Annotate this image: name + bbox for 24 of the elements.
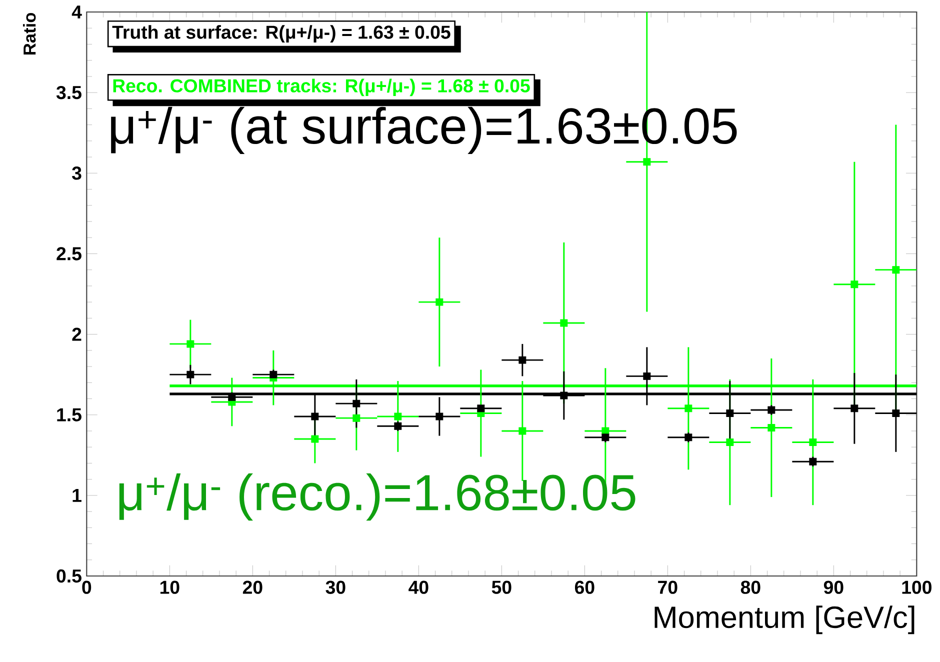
x-tick-label: 30 bbox=[326, 580, 346, 594]
x-tick-label: 90 bbox=[824, 580, 844, 594]
y-tick-label: 3 bbox=[72, 166, 82, 180]
x-tick-label: 20 bbox=[242, 580, 262, 594]
y-tick-label: 0.5 bbox=[56, 569, 82, 583]
y-tick-label: 4 bbox=[72, 6, 82, 18]
text: Reco. COMBINED tracks: R(μ+/μ-) = 1.68 ± 0.05 bbox=[113, 78, 530, 96]
x-tick-label: 60 bbox=[574, 580, 594, 594]
y-tick-label: 2 bbox=[72, 328, 82, 341]
x-axis-title: Momentum [GeV/c] bbox=[654, 606, 914, 634]
text: Truth at surface: R(μ+/μ-) = 1.63 ± 0.05 bbox=[112, 25, 450, 43]
x-tick-label: 70 bbox=[658, 580, 678, 594]
x-tick-label: 40 bbox=[408, 580, 428, 594]
y-tick-label: 1 bbox=[72, 489, 82, 502]
y-tick-label: 2.5 bbox=[56, 247, 82, 260]
x-tick-label: 10 bbox=[160, 580, 180, 594]
x-tick-label: 100 bbox=[902, 580, 932, 594]
x-tick-label: 0 bbox=[82, 580, 92, 594]
y-tick-label: 3.5 bbox=[56, 86, 82, 100]
y-tick-label: 1.5 bbox=[57, 408, 82, 422]
y-axis-title: Ratio bbox=[23, 12, 36, 54]
annotation: μ$^{+}$/μ$^{-}$ (reco.)=1.68±0.05 bbox=[119, 473, 636, 521]
x-tick-label: 50 bbox=[492, 580, 512, 594]
x-tick-label: 80 bbox=[740, 580, 760, 594]
